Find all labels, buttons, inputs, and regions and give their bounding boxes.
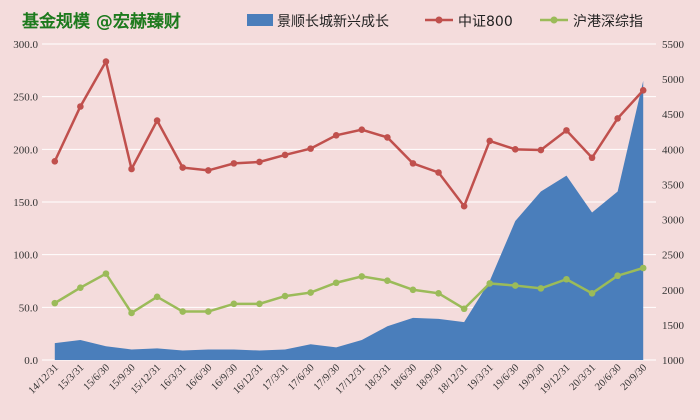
legend-label-hk-index: 沪港深综指 — [573, 14, 643, 30]
point-hk-index-16 — [460, 305, 468, 313]
point-hk-index-13 — [384, 277, 391, 284]
point-hk-index-20 — [563, 275, 570, 283]
point-csi800-16 — [460, 202, 468, 210]
y-axis-right: 1000 1500 2000 2500 3000 3500 4000 4500 5000 5500 — [662, 39, 685, 367]
point-hk-index-17 — [486, 280, 494, 287]
y-right-tick-7: 4500 — [662, 109, 685, 121]
point-csi800-14 — [409, 160, 417, 167]
point-csi800-11 — [332, 131, 340, 139]
y-right-tick-0: 1000 — [662, 355, 685, 367]
point-csi800-9 — [281, 151, 289, 159]
point-csi800-7 — [230, 160, 238, 167]
point-csi800-21 — [588, 154, 596, 162]
y-right-tick-4: 3000 — [662, 215, 685, 227]
point-hk-index-21 — [588, 289, 596, 297]
point-hk-index-8 — [256, 300, 263, 308]
point-hk-index-9 — [281, 292, 289, 300]
series-fund-area — [54, 80, 644, 360]
series-lines — [51, 58, 647, 317]
point-csi800-19 — [537, 146, 545, 154]
point-csi800-18 — [511, 146, 519, 153]
point-csi800-17 — [486, 137, 494, 145]
y-right-tick-3: 2500 — [662, 250, 685, 262]
point-csi800-4 — [153, 117, 161, 124]
y-right-tick-6: 4000 — [662, 144, 685, 156]
point-hk-index-4 — [153, 293, 161, 301]
y-right-tick-8: 5000 — [662, 74, 685, 86]
point-hk-index-14 — [409, 286, 417, 294]
point-hk-index-19 — [537, 285, 545, 292]
point-hk-index-7 — [230, 300, 238, 308]
legend-marker-hk-index — [550, 16, 558, 24]
area-fund — [54, 80, 644, 360]
point-hk-index-15 — [435, 289, 442, 297]
y-left-tick-0: 0.0 — [24, 355, 38, 367]
point-csi800-12 — [358, 126, 366, 133]
point-csi800-3 — [128, 165, 135, 173]
point-hk-index-2 — [102, 270, 110, 277]
point-csi800-15 — [435, 169, 442, 176]
y-right-tick-2: 2000 — [662, 285, 685, 297]
y-left-tick-3: 150.0 — [13, 197, 38, 209]
y-left-tick-1: 50.0 — [19, 302, 39, 314]
y-right-tick-1: 1500 — [662, 320, 685, 332]
point-csi800-23 — [639, 87, 647, 94]
y-axis-left: 0.0 50.0 100.0 150.0 200.0 250.0 300.0 — [13, 39, 38, 367]
y-left-tick-4: 200.0 — [13, 144, 38, 156]
legend-swatch-fund — [247, 14, 273, 26]
point-csi800-1 — [77, 103, 84, 110]
point-hk-index-12 — [358, 273, 366, 280]
point-hk-index-18 — [511, 282, 519, 289]
y-right-tick-9: 5500 — [662, 39, 685, 51]
point-hk-index-22 — [614, 272, 621, 280]
point-hk-index-5 — [179, 308, 187, 315]
point-csi800-10 — [307, 145, 314, 152]
point-csi800-6 — [204, 167, 212, 174]
point-csi800-5 — [179, 164, 187, 171]
point-csi800-13 — [384, 134, 391, 141]
point-csi800-0 — [51, 157, 59, 165]
line-csi800 — [53, 58, 645, 209]
point-csi800-22 — [614, 115, 621, 122]
legend: 景顺长城新兴成长 中证800 沪港深综指 — [247, 14, 643, 30]
point-hk-index-11 — [332, 279, 340, 287]
point-csi800-2 — [102, 58, 110, 65]
point-hk-index-3 — [128, 309, 135, 317]
legend-label-fund: 景顺长城新兴成长 — [277, 14, 389, 30]
chart-title: 基金规模 @宏赫臻财 — [21, 11, 181, 32]
y-left-tick-5: 250.0 — [13, 92, 38, 104]
legend-marker-csi800 — [435, 16, 443, 24]
point-hk-index-10 — [307, 289, 314, 296]
point-hk-index-23 — [639, 264, 647, 272]
point-hk-index-6 — [204, 308, 212, 315]
y-left-tick-6: 300.0 — [13, 39, 38, 51]
point-csi800-8 — [256, 158, 263, 166]
y-right-tick-5: 3500 — [662, 179, 685, 191]
point-csi800-20 — [563, 127, 570, 134]
line-hk-index — [54, 266, 644, 315]
point-hk-index-0 — [51, 299, 59, 307]
legend-label-csi800: 中证800 — [458, 14, 513, 30]
y-left-tick-2: 100.0 — [13, 250, 38, 262]
point-hk-index-1 — [77, 284, 84, 291]
